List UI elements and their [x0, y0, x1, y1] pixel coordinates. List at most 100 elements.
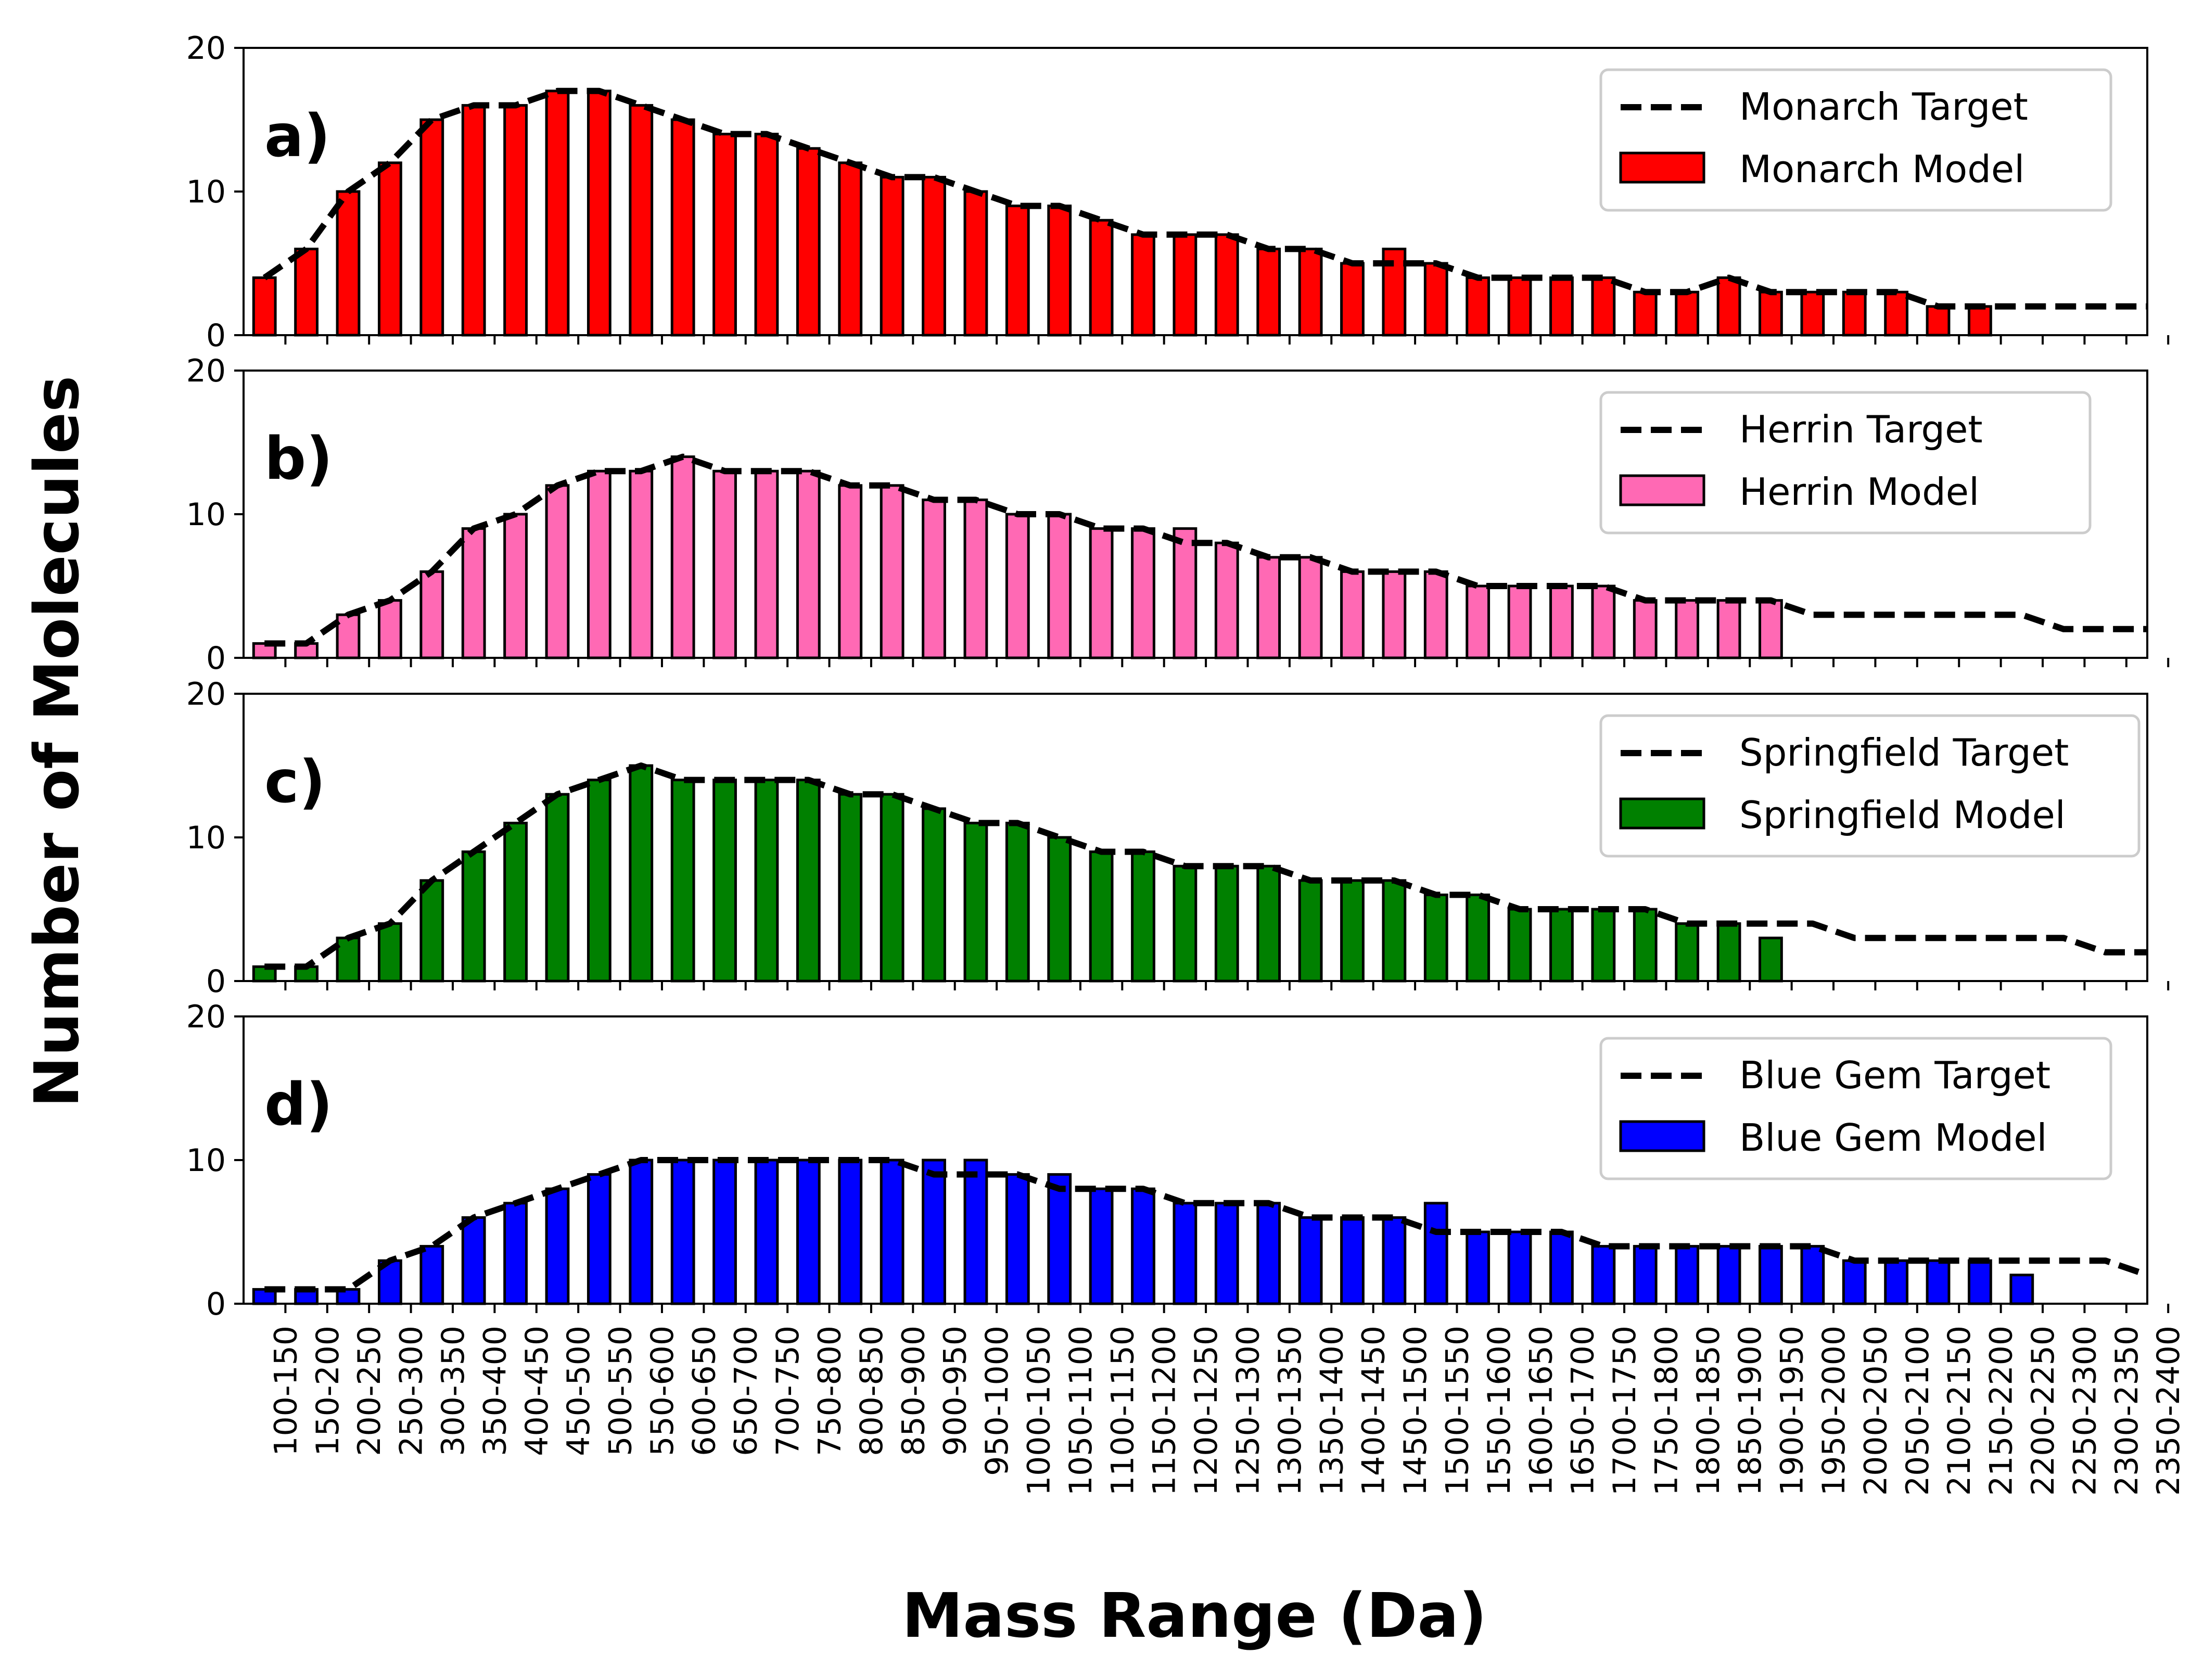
x-tick-label: 2150-2200	[1983, 1326, 2020, 1496]
x-tick-label: 850-900	[895, 1326, 932, 1456]
model-bar	[587, 469, 612, 659]
model-bar	[796, 147, 821, 337]
model-bar	[1423, 1202, 1448, 1305]
model-bar	[1382, 1216, 1407, 1305]
model-bar	[1089, 850, 1114, 983]
y-tick-label: 10	[186, 497, 226, 533]
legend-frame	[1599, 1037, 2112, 1180]
model-bar	[1549, 584, 1574, 659]
x-tick-label: 700-750	[770, 1326, 806, 1456]
model-bar	[1005, 821, 1030, 983]
model-bar	[880, 793, 905, 983]
legend-target-label: Monarch Target	[1739, 85, 2028, 129]
y-tick-label: 10	[186, 820, 226, 856]
model-bar	[922, 807, 946, 983]
x-tick-label: 1000-1050	[1021, 1326, 1058, 1496]
legend: Herrin Target Herrin Model	[1599, 391, 2092, 534]
model-bar	[796, 779, 821, 983]
model-bar	[419, 1245, 444, 1305]
model-bar	[1759, 599, 1783, 659]
y-tick-label: 10	[186, 1142, 226, 1179]
model-bar	[1716, 599, 1741, 659]
model-bar	[922, 1159, 946, 1305]
model-bar	[754, 1159, 779, 1305]
model-bar	[336, 613, 361, 659]
model-bar	[1507, 908, 1532, 983]
x-tick-label: 1050-1100	[1063, 1326, 1099, 1496]
legend-model-label: Monarch Model	[1739, 147, 2024, 191]
x-tick-label: 650-700	[728, 1326, 765, 1456]
panel-d: 0 10 20 d) Blue Gem Target Blue Gem Model	[186, 999, 2170, 1322]
model-bar	[712, 469, 737, 659]
x-tick-labels: 100-150 150-200 200-250 250-300 300-350 350-4…	[267, 1326, 2187, 1496]
legend-model-swatch	[1619, 797, 1705, 830]
x-tick-label: 550-600	[644, 1326, 681, 1456]
x-tick-label: 250-300	[393, 1326, 430, 1456]
legend-model-label: Springfield Model	[1739, 793, 2066, 837]
model-bar	[880, 484, 905, 659]
panel-letter: c)	[264, 748, 326, 816]
x-tick-label: 1100-1150	[1104, 1326, 1141, 1496]
x-tick-label: 500-550	[603, 1326, 639, 1456]
model-bar	[1549, 276, 1574, 337]
x-tick-label: 200-250	[351, 1326, 388, 1456]
model-bar	[1173, 527, 1198, 659]
model-bar	[963, 1159, 988, 1305]
model-bar	[754, 469, 779, 659]
model-bar	[545, 793, 570, 983]
model-bar	[1298, 1216, 1323, 1305]
legend-target-label: Springfield Target	[1739, 731, 2069, 774]
model-bar	[1298, 556, 1323, 659]
model-bar	[754, 779, 779, 983]
model-bar	[1173, 1202, 1198, 1305]
legend-target-label: Herrin Target	[1739, 408, 1983, 451]
legend-model-label: Herrin Model	[1739, 470, 1979, 514]
model-bar	[670, 779, 695, 983]
model-bar	[545, 484, 570, 659]
model-bar	[1633, 908, 1658, 983]
model-bar	[1549, 908, 1574, 983]
model-bar	[1382, 879, 1407, 983]
model-bar	[880, 175, 905, 337]
x-tick-label: 1400-1450	[1356, 1326, 1392, 1496]
model-bar	[1633, 290, 1658, 337]
legend-model-label: Blue Gem Model	[1739, 1116, 2047, 1160]
x-tick-label: 2050-2100	[1900, 1326, 1936, 1496]
legend-model-swatch	[1619, 151, 1705, 184]
model-bar	[629, 469, 654, 659]
x-tick-label: 1550-1600	[1481, 1326, 1518, 1496]
model-bar	[838, 793, 863, 983]
x-tick-label: 750-800	[812, 1326, 848, 1456]
model-bar	[1131, 233, 1155, 337]
panel-b: 0 10 20 b) Herrin Target Herrin Model	[186, 353, 2170, 677]
model-bar	[1842, 290, 1867, 337]
model-bar	[1507, 584, 1532, 659]
model-bar	[1800, 1245, 1825, 1305]
model-bar	[838, 1159, 863, 1305]
model-bar	[252, 276, 277, 337]
x-tick-label: 1950-2000	[1816, 1326, 1852, 1496]
model-bar	[1926, 305, 1951, 337]
model-bar	[1591, 276, 1616, 337]
x-tick-label: 1250-1300	[1230, 1326, 1266, 1496]
panel-c: 0 10 20 c) Springfield Target Springfield Mod…	[186, 676, 2170, 1000]
x-tick-label: 950-1000	[979, 1326, 1015, 1476]
model-bar	[461, 1216, 486, 1305]
model-bar	[1466, 1230, 1491, 1305]
model-bar	[1340, 570, 1365, 659]
y-tick-label: 0	[206, 963, 226, 1000]
model-bar	[419, 879, 444, 983]
model-bar	[1173, 864, 1198, 983]
model-bar	[1884, 290, 1909, 337]
y-tick-label: 20	[186, 30, 226, 67]
model-bar	[2009, 1274, 2034, 1305]
x-tick-label: 600-650	[686, 1326, 722, 1456]
model-bar	[587, 90, 612, 337]
y-tick-label: 0	[206, 640, 226, 677]
legend: Blue Gem Target Blue Gem Model	[1599, 1037, 2112, 1180]
legend-model-swatch	[1619, 474, 1705, 506]
y-tick-label: 10	[186, 174, 226, 210]
model-bar	[922, 175, 946, 337]
model-bar	[377, 599, 402, 659]
model-bar	[1256, 247, 1281, 337]
